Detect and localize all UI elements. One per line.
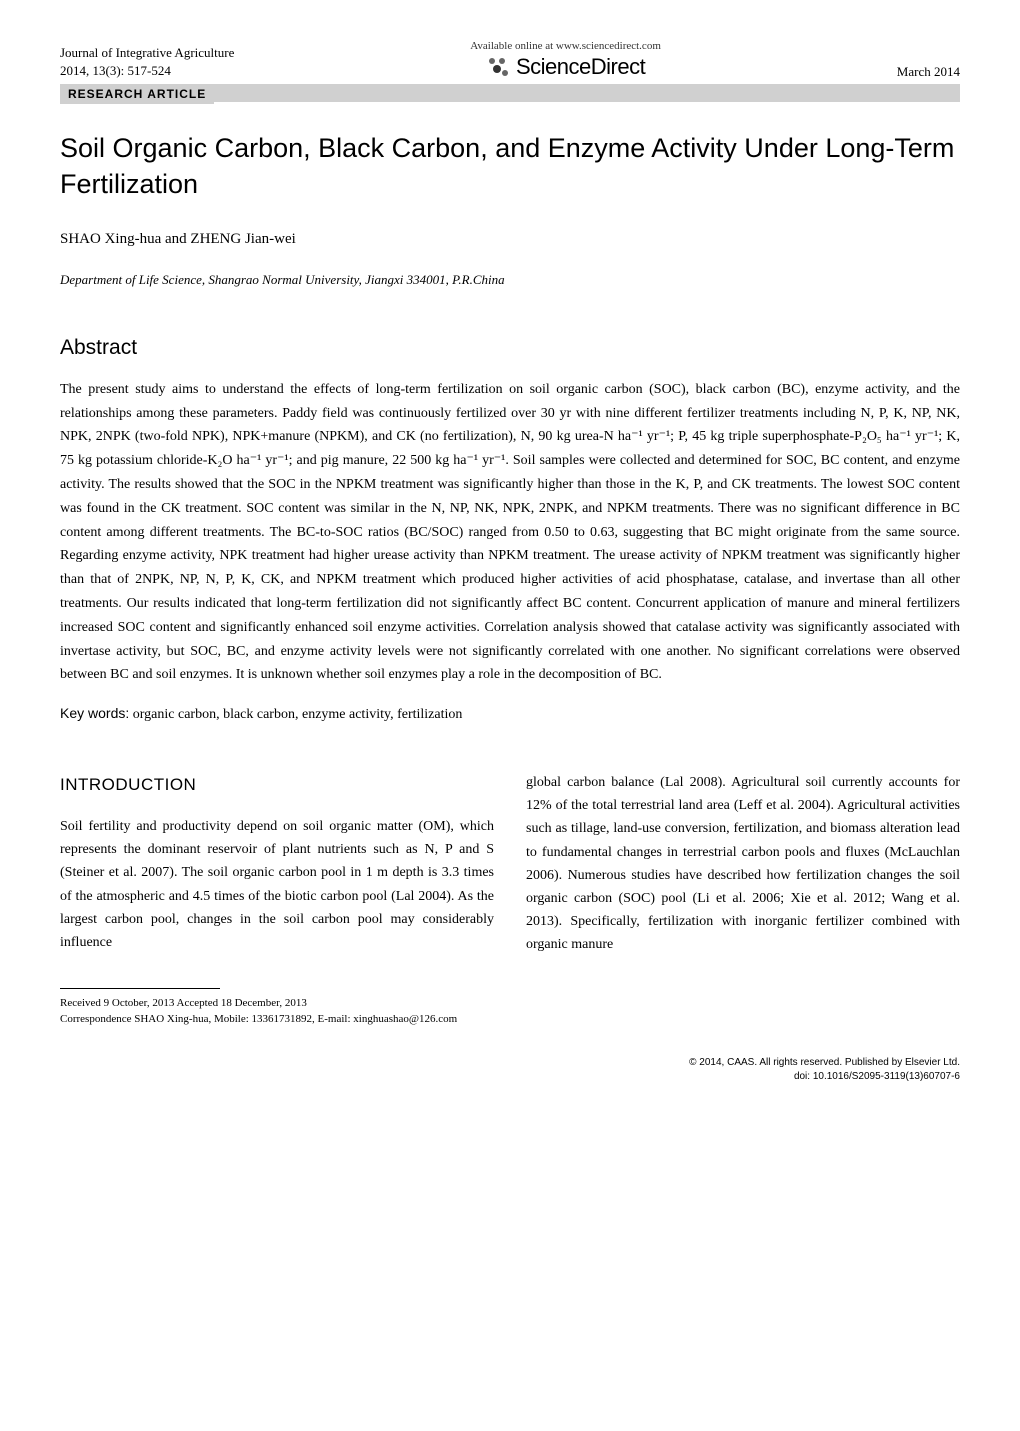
sciencedirect-logo-text: ScienceDirect (516, 54, 645, 80)
keywords-text: organic carbon, black carbon, enzyme act… (129, 707, 462, 722)
authors: SHAO Xing-hua and ZHENG Jian-wei (60, 231, 960, 248)
footnote-divider (60, 988, 220, 989)
intro-right-column: global carbon balance (Lal 2008). Agricu… (526, 771, 960, 956)
keywords: Key words: organic carbon, black carbon,… (60, 705, 960, 723)
available-online-text: Available online at www.sciencedirect.co… (470, 40, 661, 52)
abstract-body: The present study aims to understand the… (60, 378, 960, 687)
intro-columns: INTRODUCTION Soil fertility and producti… (60, 771, 960, 956)
journal-name: Journal of Integrative Agriculture (60, 44, 234, 62)
doi: doi: 10.1016/S2095-3119(13)60707-6 (60, 1070, 960, 1084)
affiliation: Department of Life Science, Shangrao Nor… (60, 272, 960, 288)
intro-left-column: INTRODUCTION Soil fertility and producti… (60, 771, 494, 956)
issue-info: 2014, 13(3): 517-524 (60, 62, 234, 80)
article-title: Soil Organic Carbon, Black Carbon, and E… (60, 130, 960, 203)
keywords-label: Key words: (60, 705, 129, 721)
journal-info: Journal of Integrative Agriculture 2014,… (60, 44, 234, 80)
intro-left-text: Soil fertility and productivity depend o… (60, 815, 494, 954)
sciencedirect-block: Available online at www.sciencedirect.co… (470, 40, 661, 80)
intro-right-text: global carbon balance (Lal 2008). Agricu… (526, 771, 960, 956)
page-header: Journal of Integrative Agriculture 2014,… (60, 40, 960, 80)
sciencedirect-logo: ScienceDirect (470, 54, 661, 80)
copyright-line: © 2014, CAAS. All rights reserved. Publi… (60, 1056, 960, 1070)
publication-date: March 2014 (897, 64, 960, 80)
abstract-heading: Abstract (60, 336, 960, 360)
introduction-heading: INTRODUCTION (60, 771, 494, 799)
research-article-label: RESEARCH ARTICLE (60, 84, 214, 104)
header-grey-bar: RESEARCH ARTICLE (60, 84, 960, 102)
sciencedirect-icon (486, 55, 510, 79)
footnote-correspondence: Correspondence SHAO Xing-hua, Mobile: 13… (60, 1011, 960, 1028)
copyright-block: © 2014, CAAS. All rights reserved. Publi… (60, 1056, 960, 1084)
footnote-received: Received 9 October, 2013 Accepted 18 Dec… (60, 995, 960, 1012)
